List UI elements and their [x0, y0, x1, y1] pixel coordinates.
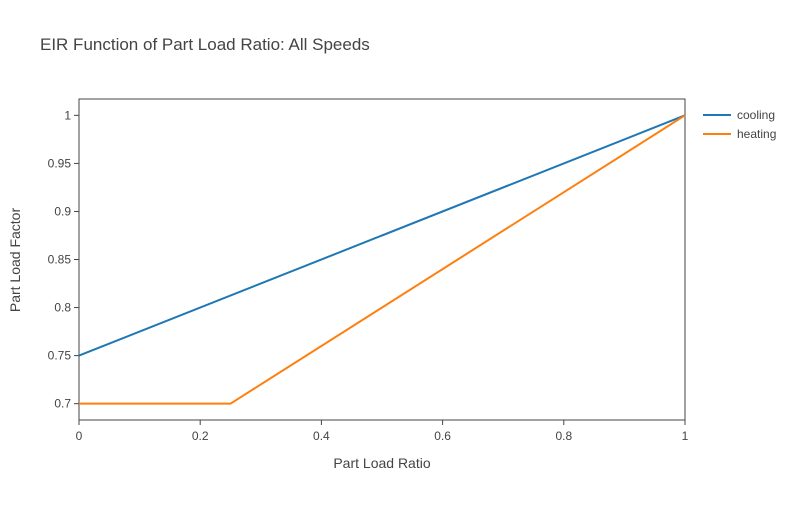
x-axis: 0 0.2 0.4 0.6 0.8 1	[76, 420, 689, 443]
y-axis: 0.7 0.75 0.8 0.85 0.9 0.95 1	[48, 108, 79, 411]
y-tick-label: 0.75	[48, 349, 72, 363]
x-tick-label: 0.4	[313, 429, 330, 443]
chart-title: EIR Function of Part Load Ratio: All Spe…	[40, 35, 370, 54]
legend-item-cooling[interactable]: cooling	[703, 108, 775, 122]
x-axis-label: Part Load Ratio	[333, 455, 430, 471]
y-tick-label: 1	[64, 108, 71, 122]
legend-label: heating	[737, 127, 776, 141]
y-tick-label: 0.8	[54, 301, 71, 315]
x-tick-label: 0.6	[434, 429, 451, 443]
legend-label: cooling	[737, 108, 775, 122]
y-tick-label: 0.9	[54, 204, 71, 218]
x-tick-label: 1	[682, 429, 689, 443]
x-tick-label: 0.8	[555, 429, 572, 443]
legend-item-heating[interactable]: heating	[703, 127, 776, 141]
series-lines	[78, 114, 686, 405]
plot-frame	[78, 98, 686, 421]
series-line-heating	[79, 114, 686, 405]
x-tick-label: 0	[76, 429, 83, 443]
y-tick-label: 0.85	[48, 253, 72, 267]
y-tick-label: 0.95	[48, 156, 72, 170]
y-axis-label: Part Load Factor	[7, 208, 23, 313]
y-tick-label: 0.7	[54, 397, 71, 411]
series-line-cooling	[78, 114, 686, 357]
x-tick-label: 0.2	[192, 429, 209, 443]
legend[interactable]: cooling heating	[703, 108, 776, 141]
